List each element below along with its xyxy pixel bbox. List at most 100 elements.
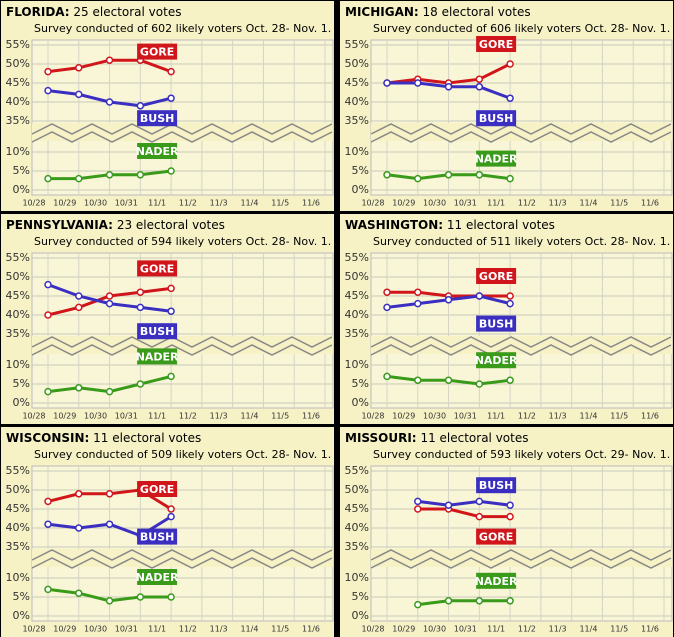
x-tick-label: 11/1 [487, 412, 505, 421]
break-line [370, 131, 672, 143]
x-tick-label: 10/28 [22, 625, 45, 634]
series-label-box [137, 528, 178, 545]
data-point [444, 171, 453, 179]
chart-subtitle: Survey conducted of 593 likely voters Oc… [373, 448, 670, 461]
x-tick-label: 10/30 [423, 199, 446, 208]
data-point [444, 296, 453, 304]
x-tick-label: 11/6 [302, 412, 320, 421]
series-label: GORE [140, 46, 174, 59]
y-tick-label: 55% [345, 38, 369, 51]
data-point [506, 501, 514, 509]
chart-panel: PENNSYLVANIA: 23 electoral votes Survey c… [1, 214, 334, 424]
data-point [506, 292, 514, 300]
x-tick-label: 11/2 [518, 412, 536, 421]
x-tick-label: 11/4 [240, 625, 258, 634]
x-tick-label: 11/6 [641, 199, 659, 208]
data-point [44, 174, 52, 183]
series-label: NADER [475, 575, 518, 588]
y-tick-label: 10% [345, 358, 369, 371]
x-tick-label: 11/1 [487, 199, 505, 208]
y-tick-label: 45% [345, 502, 369, 515]
x-tick-label: 10/31 [115, 412, 138, 421]
x-tick-label: 11/3 [549, 625, 567, 634]
series-label-box [476, 572, 517, 589]
chart-title: MICHIGAN: 18 electoral votes [345, 5, 531, 19]
break-line [31, 336, 333, 348]
data-point [506, 376, 514, 384]
x-tick-label: 10/30 [84, 199, 107, 208]
data-point [475, 512, 484, 521]
y-tick-label: 45% [6, 289, 30, 302]
data-point [383, 288, 391, 296]
series-label-box [476, 352, 517, 369]
x-tick-label: 10/29 [392, 625, 415, 634]
break-line [370, 549, 672, 561]
data-point [506, 174, 514, 183]
plot-area [370, 465, 673, 622]
y-tick-label: 40% [345, 521, 369, 534]
x-tick-label: 11/6 [641, 412, 659, 421]
y-tick-label: 35% [345, 114, 369, 127]
x-tick-label: 11/3 [549, 199, 567, 208]
chart-panel: WASHINGTON: 11 electoral votes Survey con… [340, 214, 673, 424]
series-label: NADER [475, 354, 518, 367]
plot-area [370, 39, 673, 196]
break-line [370, 123, 672, 135]
plot-area [370, 252, 673, 409]
data-point [444, 501, 453, 509]
data-point [475, 75, 484, 83]
state-name: WASHINGTON: [345, 218, 443, 232]
series-label-box [137, 110, 178, 127]
data-point [475, 597, 484, 605]
x-tick-label: 10/31 [454, 199, 477, 208]
y-tick-label: 5% [13, 590, 30, 603]
x-tick-label: 10/30 [84, 412, 107, 421]
x-tick-label: 10/31 [115, 625, 138, 634]
x-tick-label: 11/6 [641, 625, 659, 634]
x-tick-label: 11/1 [148, 412, 166, 421]
x-tick-label: 11/6 [302, 199, 320, 208]
x-tick-label: 11/2 [518, 199, 536, 208]
data-point [136, 171, 145, 179]
series-label: GORE [479, 531, 513, 544]
series-label-box [137, 43, 178, 60]
x-tick-label: 11/3 [210, 412, 228, 421]
series-label: GORE [479, 38, 513, 51]
series-label-box [476, 36, 517, 52]
series-label-box [476, 528, 517, 545]
break-line [370, 336, 672, 348]
data-point [167, 307, 175, 315]
y-tick-label: 35% [345, 327, 369, 340]
series-label-box [137, 348, 178, 365]
y-tick-label: 10% [345, 571, 369, 584]
series-label: NADER [136, 145, 179, 158]
series-label: BUSH [479, 479, 513, 492]
break-line [370, 344, 672, 356]
data-point [475, 380, 484, 388]
title-detail: 11 electoral votes [447, 218, 555, 232]
x-tick-label: 11/1 [148, 199, 166, 208]
y-tick-label: 45% [6, 502, 30, 515]
series-line [417, 499, 511, 507]
x-tick-label: 10/28 [22, 412, 45, 421]
y-tick-label: 40% [6, 308, 30, 321]
data-point [44, 311, 52, 319]
data-point [75, 292, 83, 300]
data-point [444, 83, 453, 91]
y-tick-label: 45% [345, 76, 369, 89]
x-tick-label: 10/28 [361, 625, 384, 634]
y-tick-label: 5% [352, 164, 369, 177]
y-tick-label: 35% [6, 540, 30, 553]
data-point [75, 64, 83, 72]
data-point [506, 60, 514, 68]
data-point [414, 174, 422, 183]
y-tick-label: 5% [352, 377, 369, 390]
x-tick-label: 11/4 [579, 625, 597, 634]
title-detail: 18 electoral votes [423, 5, 531, 19]
series-label: GORE [140, 483, 174, 496]
title-detail: 25 electoral votes [73, 5, 181, 19]
chart-title: FLORIDA: 25 electoral votes [6, 5, 181, 19]
data-point [414, 600, 422, 609]
y-tick-label: 55% [345, 251, 369, 264]
